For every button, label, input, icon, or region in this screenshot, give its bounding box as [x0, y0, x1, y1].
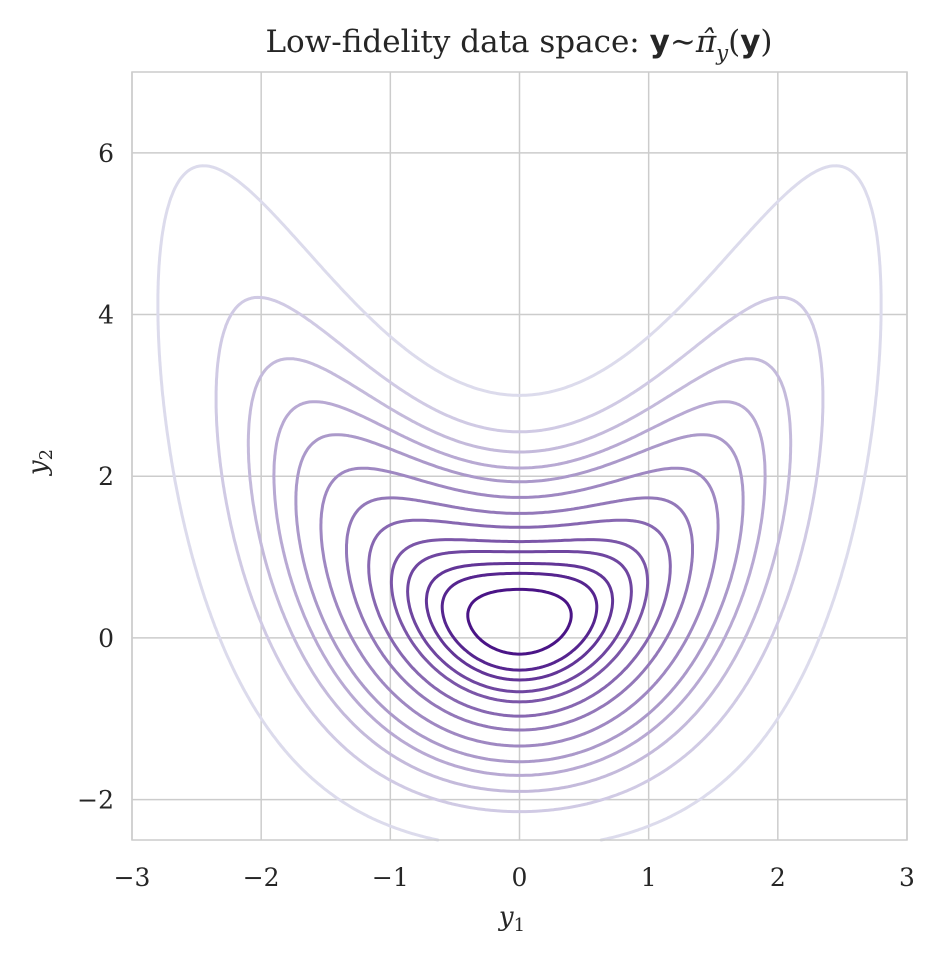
x-tick-labels: −3 −2 −1 0 1 2 3 — [114, 863, 915, 892]
x-tick-label: −1 — [372, 863, 409, 892]
x-tick-label: −2 — [243, 863, 280, 892]
y-tick-label: 0 — [98, 624, 114, 653]
y-tick-labels: −2 0 2 4 6 — [77, 139, 114, 815]
axes-frame — [131, 71, 908, 841]
contour-level-12 — [440, 571, 599, 672]
x-tick-label: 0 — [512, 863, 528, 892]
x-tick-label: 3 — [899, 863, 915, 892]
contour-level-8 — [367, 518, 672, 718]
contour-level-4 — [272, 400, 767, 777]
contour-level-9 — [389, 538, 650, 704]
y-tick-label: −2 — [77, 786, 114, 815]
contour-level-5 — [294, 433, 745, 764]
chart-title: Low-fidelity data space: y∼π̂y(y) — [265, 24, 772, 65]
y-axis-label: y2 — [23, 449, 57, 476]
contour-level-2 — [214, 295, 825, 814]
contour-level-3 — [246, 357, 793, 793]
y-tick-label: 2 — [98, 462, 114, 491]
contour-lines — [156, 164, 883, 842]
contour-level-13 — [466, 587, 573, 656]
contour-level-10 — [406, 550, 633, 694]
y-tick-label: 4 — [98, 301, 114, 330]
contour-level-6 — [319, 466, 720, 748]
x-tick-label: 1 — [641, 863, 657, 892]
contour-level-11 — [424, 562, 615, 682]
y-tick-label: 6 — [98, 139, 114, 168]
contour-level-1 — [156, 164, 883, 842]
x-axis-label: y1 — [498, 902, 525, 936]
contour-level-7 — [345, 496, 694, 732]
x-tick-label: −3 — [114, 863, 151, 892]
x-tick-label: 2 — [770, 863, 786, 892]
